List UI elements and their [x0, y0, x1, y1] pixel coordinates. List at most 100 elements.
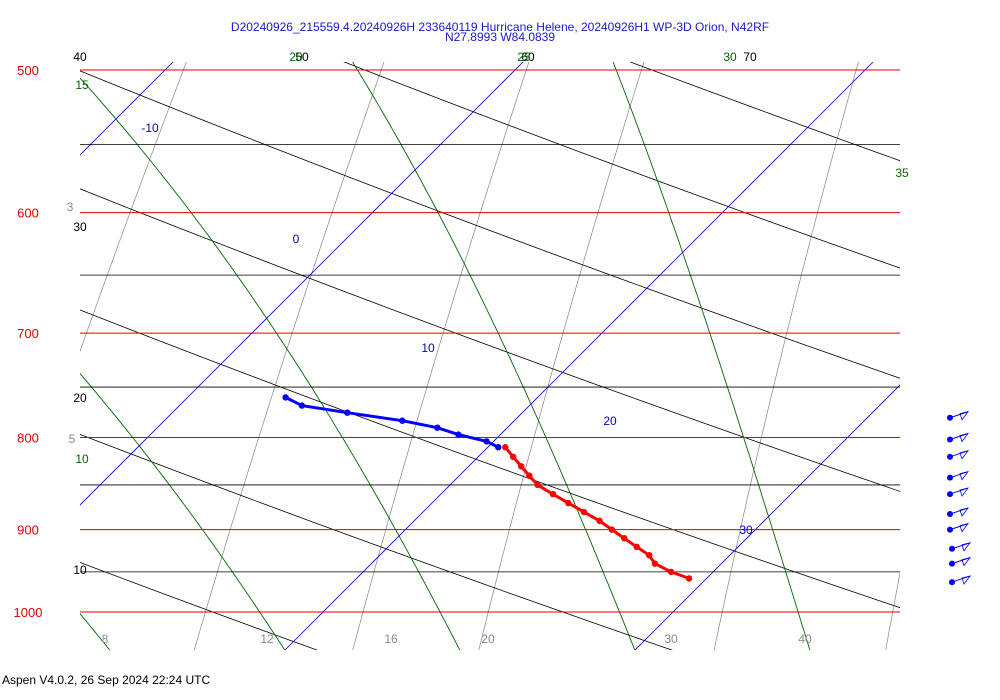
- dewpoint-point: [344, 409, 351, 416]
- dewpoint-point: [298, 402, 306, 409]
- wind-barb: [947, 450, 969, 460]
- dry-adiabat-line: [80, 309, 900, 609]
- moist-adiabat-line: [612, 62, 811, 650]
- pressure-label: 700: [17, 326, 39, 341]
- temperature-point: [621, 535, 628, 542]
- dry-adiabat-label: 30: [73, 220, 87, 234]
- mixing-ratio-label: 16: [384, 632, 398, 646]
- dewpoint-point: [399, 417, 406, 424]
- wind-barb: [949, 556, 971, 567]
- temperature-point: [646, 552, 653, 559]
- mixing-ratio-label: 8: [102, 632, 109, 646]
- temperature-point: [633, 543, 640, 551]
- temperature-point: [509, 453, 517, 461]
- dry-adiabat-label: 10: [73, 563, 87, 577]
- temperature-point: [608, 526, 616, 533]
- mixing-ratio-label: 30: [664, 632, 678, 646]
- pressure-label: 900: [17, 523, 39, 538]
- isotherm-label: 0: [293, 232, 300, 246]
- moist-adiabat-line: [80, 372, 286, 650]
- moist-adiabat-line: [80, 613, 111, 650]
- wind-barb: [947, 487, 969, 498]
- wind-barb: [947, 507, 969, 518]
- dry-adiabat-label: 20: [73, 391, 87, 405]
- isotherm-label: -10: [141, 121, 159, 135]
- mixing-ratio-line: [193, 62, 385, 650]
- temperature-point: [667, 568, 675, 576]
- temperature-profile: [502, 444, 693, 582]
- mixing-ratio-label: 20: [481, 632, 495, 646]
- moist-adiabat-label: 30: [723, 50, 737, 64]
- dry-adiabat-label: 70: [743, 50, 757, 64]
- dry-adiabat-line: [80, 433, 673, 650]
- moist-adiabat-line: [80, 77, 461, 650]
- dry-adiabat-line: [862, 42, 1000, 666]
- isotherm-line: [80, 62, 524, 506]
- temperature-point: [651, 560, 659, 567]
- moist-adiabat-label: 15: [75, 78, 89, 92]
- mixing-ratio-line: [478, 62, 645, 650]
- dry-adiabat-line: [629, 62, 900, 162]
- pressure-label: 1000: [14, 605, 43, 620]
- wind-barb: [947, 432, 969, 443]
- mixing-ratio-label: 3: [67, 200, 74, 214]
- moist-adiabat-label: 25: [517, 50, 531, 64]
- dry-adiabat-label: 40: [73, 50, 87, 64]
- dewpoint-line: [284, 396, 499, 449]
- isotherm-line: [284, 62, 874, 650]
- mixing-ratio-line: [80, 62, 187, 353]
- mixing-ratio-label: 12: [260, 632, 274, 646]
- wind-barb: [947, 411, 969, 421]
- chart-subtitle: N27.8993 W84.0839: [444, 30, 556, 44]
- plot-area: [0, 0, 1000, 666]
- moist-adiabat-label: 20: [289, 50, 303, 64]
- temperature-point: [685, 575, 693, 582]
- software-version-footer: Aspen V4.0.2, 26 Sep 2024 22:24 UTC: [2, 673, 211, 687]
- isotherm-label: 30: [739, 523, 753, 537]
- temperature-point: [526, 472, 533, 479]
- mixing-ratio-line: [352, 62, 530, 650]
- dry-adiabat-line: [80, 562, 319, 650]
- moist-adiabat-label: 10: [75, 452, 89, 466]
- temperature-point: [517, 463, 525, 470]
- dewpoint-point: [282, 394, 289, 401]
- wind-barb: [949, 575, 971, 586]
- moist-adiabat-line: [352, 62, 636, 650]
- dry-adiabat-line: [80, 70, 900, 379]
- wind-barb: [947, 471, 969, 481]
- dewpoint-point: [483, 438, 490, 445]
- mixing-ratio-label: 40: [798, 632, 812, 646]
- pressure-label: 600: [17, 206, 39, 221]
- wind-barb: [947, 522, 969, 533]
- moist-adiabat-label: 35: [895, 166, 909, 180]
- mixing-ratio-label: 5: [69, 432, 76, 446]
- dry-adiabat-line: [80, 188, 900, 492]
- wind-barb: [949, 542, 971, 552]
- pressure-label: 800: [17, 431, 39, 446]
- pressure-label: 500: [17, 63, 39, 78]
- dewpoint-profile: [282, 394, 502, 451]
- dry-adiabat-label: 50: [295, 50, 309, 64]
- temperature-point: [580, 508, 588, 516]
- dry-adiabat-line: [0, 42, 4, 666]
- temperature-point: [549, 490, 557, 498]
- isotherm-line: [634, 384, 900, 650]
- mixing-ratio-line: [885, 571, 900, 650]
- isotherm-line: [80, 62, 174, 156]
- temperature-point: [534, 481, 541, 489]
- mixing-ratio-line: [713, 62, 859, 650]
- temperature-point: [565, 499, 572, 507]
- isotherm-line: [985, 0, 1000, 650]
- dewpoint-point: [434, 424, 441, 431]
- dry-adiabat-label: 60: [521, 50, 535, 64]
- temperature-line: [504, 446, 690, 580]
- temperature-point: [596, 517, 603, 525]
- temperature-point: [502, 444, 509, 451]
- isotherm-label: 10: [421, 341, 435, 355]
- dewpoint-point: [495, 444, 502, 451]
- dewpoint-point: [455, 431, 462, 438]
- isotherm-label: 20: [603, 414, 617, 428]
- wind-barbs: [947, 411, 971, 586]
- dry-adiabat-line: [343, 62, 900, 269]
